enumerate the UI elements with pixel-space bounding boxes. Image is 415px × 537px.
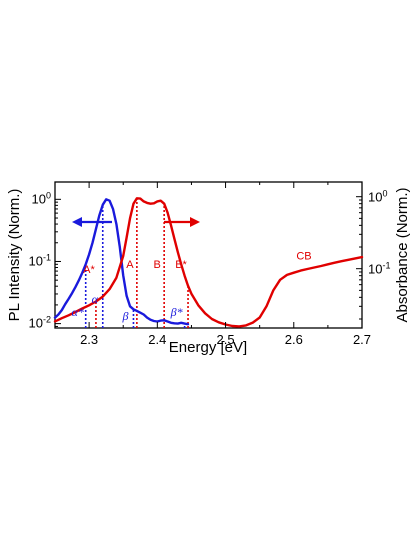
x-axis-title: Energy [eV] <box>169 339 247 356</box>
marker-label: α* <box>72 305 84 319</box>
x-tick-label: 2.7 <box>353 332 371 347</box>
y-left-tick-label: 10-1 <box>29 252 51 268</box>
y-left-tick-label: 10-2 <box>29 315 51 331</box>
marker-label: A <box>126 259 134 271</box>
marker-label: β <box>121 309 128 323</box>
x-tick-label: 2.6 <box>285 332 303 347</box>
y-axis-title-right: Absorbance (Norm.) <box>394 187 411 322</box>
marker-label: B* <box>175 259 187 271</box>
x-tick-label: 2.5 <box>217 332 235 347</box>
y-left-tick-label: 100 <box>32 190 51 206</box>
y-right-tick-label: 10-1 <box>368 261 390 277</box>
abs-axis-arrowhead <box>190 217 200 227</box>
marker-label: A* <box>83 264 95 276</box>
y-right-tick-label: 100 <box>368 189 387 205</box>
marker-label: α <box>92 292 99 306</box>
x-tick-label: 2.4 <box>148 332 166 347</box>
marker-label: B <box>153 259 160 271</box>
marker-label: β* <box>170 305 183 319</box>
plot-frame <box>54 181 363 329</box>
pl-axis-arrowhead <box>72 217 82 227</box>
absorbance-curve <box>53 197 364 328</box>
annotation-label: CB <box>296 251 311 263</box>
y-axis-title-left: PL Intensity (Norm.) <box>6 189 23 322</box>
x-tick-label: 2.3 <box>80 332 98 347</box>
